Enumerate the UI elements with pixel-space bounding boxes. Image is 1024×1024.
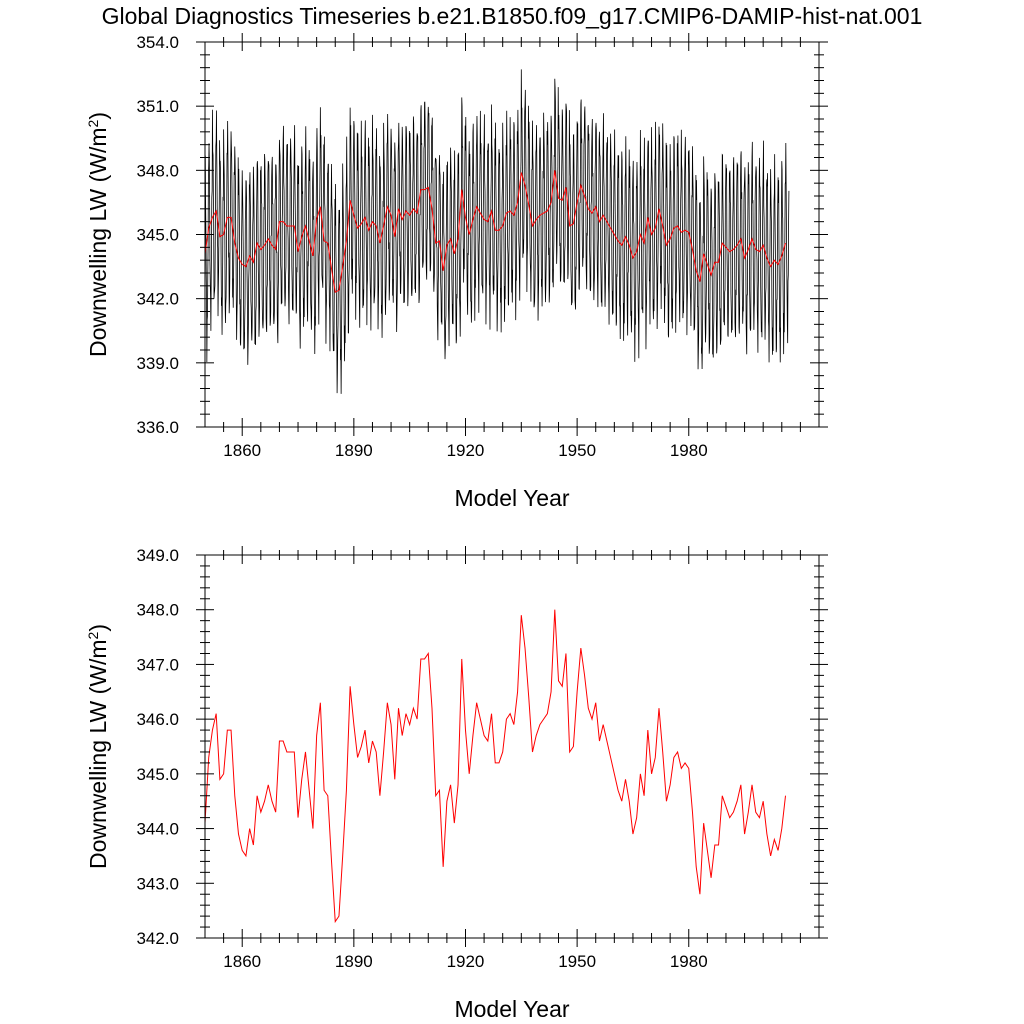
bottom-annual-mean-panel: 1860 1890 1920 1950 1980 342.0 343.0 344.0 345.0… (85, 546, 828, 1022)
x-axis-title: Model Year (454, 996, 569, 1022)
y-tick-label: 336.0 (136, 418, 179, 437)
x-axis-title: Model Year (454, 485, 569, 511)
y-tick-label: 342.0 (136, 290, 179, 309)
y-tick-label: 354.0 (136, 33, 179, 52)
y-tick-label: 349.0 (136, 546, 179, 565)
page-title: Global Diagnostics Timeseries b.e21.B185… (101, 3, 923, 29)
x-tick-label: 1860 (223, 952, 261, 971)
x-tick-label: 1980 (670, 952, 708, 971)
plot-frame (204, 554, 820, 939)
monthly-series-line (205, 69, 790, 394)
y-tick-label: 345.0 (136, 765, 179, 784)
y-tick-label: 343.0 (136, 874, 179, 893)
annual-mean-series-line (205, 170, 786, 294)
y-tick-label: 351.0 (136, 97, 179, 116)
x-tick-label: 1950 (558, 952, 596, 971)
y-tick-label: 348.0 (136, 601, 179, 620)
y-tick-label: 346.0 (136, 710, 179, 729)
y-axis-title: Downwelling LW (W/m2) (85, 624, 111, 869)
y-tick-label: 339.0 (136, 354, 179, 373)
y-axis-title: Downwelling LW (W/m2) (85, 112, 111, 357)
y-tick-label: 342.0 (136, 929, 179, 948)
x-tick-label: 1920 (447, 952, 485, 971)
x-tick-label: 1890 (335, 441, 373, 460)
x-tick-label: 1920 (447, 441, 485, 460)
y-tick-label: 344.0 (136, 820, 179, 839)
x-tick-label: 1980 (670, 441, 708, 460)
x-tick-label: 1950 (558, 441, 596, 460)
y-tick-label: 348.0 (136, 161, 179, 180)
x-tick-label: 1860 (223, 441, 261, 460)
annual-mean-series-line (205, 609, 787, 924)
y-tick-label: 345.0 (136, 226, 179, 245)
y-tick-label: 347.0 (136, 655, 179, 674)
top-timeseries-panel: 1860 1890 1920 1950 1980 336.0 339.0 342.0 345.0… (85, 33, 828, 511)
x-tick-label: 1890 (335, 952, 373, 971)
